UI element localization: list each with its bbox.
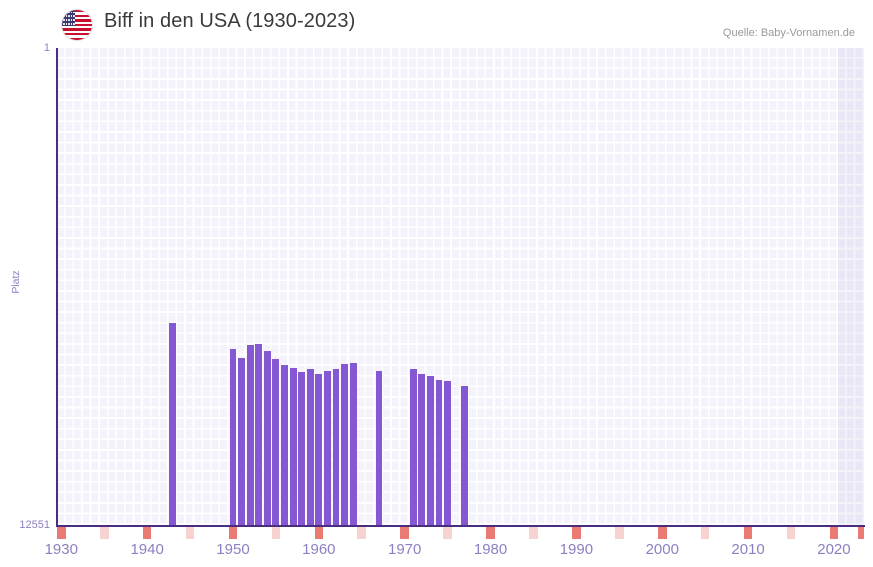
y-axis-tick-top: 1 [43,42,50,54]
bar[interactable] [263,351,271,525]
x-tick-marker-decade [228,527,238,539]
x-tick-marker-decade [314,527,324,539]
bar[interactable] [298,372,306,525]
x-tick-marker-minor [271,527,281,539]
source-label: Quelle: Baby-Vornamen.de [722,27,855,39]
x-tick-label: 1940 [130,541,164,558]
bar[interactable] [427,376,434,525]
bar[interactable] [289,368,297,525]
x-tick-marker-decade [400,527,409,539]
x-tick-marker-minor [443,527,452,539]
bar[interactable] [315,374,323,525]
x-tick-marker-minor [99,527,109,539]
x-tick-label: 1950 [216,541,250,558]
bar[interactable] [435,380,443,525]
x-axis-ticks: 1930 1940 1950 1960 1970 1980 1990 2000 2010 2020 [45,527,864,567]
x-tick-marker-minor [615,527,624,539]
bar[interactable] [375,371,383,525]
bar[interactable] [444,381,452,525]
bar[interactable] [272,359,280,525]
bar[interactable] [349,362,357,525]
y-axis-title: Platz [10,270,22,294]
x-tick-marker-edge [857,527,864,539]
bar[interactable] [255,343,263,525]
bar[interactable] [306,369,314,525]
y-axis-tick-bottom: 12551 [19,519,50,531]
bar-series [57,48,864,525]
bar[interactable] [323,370,331,525]
chart-header: Biff in den USA (1930-2023) Quelle: Baby… [0,0,873,46]
x-tick-marker-decade [743,527,753,539]
x-tick-label: 1980 [473,541,508,558]
bar[interactable] [246,345,254,525]
bar[interactable] [341,364,349,525]
us-flag-icon [62,10,92,40]
x-tick-label: 2020 [817,541,851,558]
bar[interactable] [238,357,245,525]
x-tick-label: 2010 [731,541,765,558]
x-axis-line [56,525,865,527]
x-tick-label: 1970 [388,541,422,558]
x-tick-marker-minor [786,527,796,539]
x-tick-marker-decade [829,527,839,539]
bar[interactable] [461,385,469,525]
bar[interactable] [229,349,237,525]
x-tick-marker-decade [57,527,66,539]
x-tick-label: 1990 [559,541,594,558]
x-tick-marker-decade [657,527,667,539]
y-axis-line [56,48,58,526]
x-tick-label: 1960 [302,541,336,558]
bar[interactable] [418,373,426,525]
bar[interactable] [409,368,417,525]
x-tick-marker-decade [486,527,495,539]
x-tick-marker-minor [700,527,710,539]
x-tick-label: 1930 [44,541,78,558]
bar[interactable] [281,365,288,525]
x-tick-marker-minor [185,527,195,539]
x-tick-marker-decade [142,527,152,539]
x-tick-label: 2000 [645,541,679,558]
x-tick-marker-decade [572,527,581,539]
page-title: Biff in den USA (1930-2023) [104,10,356,32]
plot-area [57,48,864,525]
bar[interactable] [332,368,340,525]
bar[interactable] [169,322,177,525]
x-tick-marker-minor [529,527,538,539]
x-tick-marker-minor [357,527,367,539]
